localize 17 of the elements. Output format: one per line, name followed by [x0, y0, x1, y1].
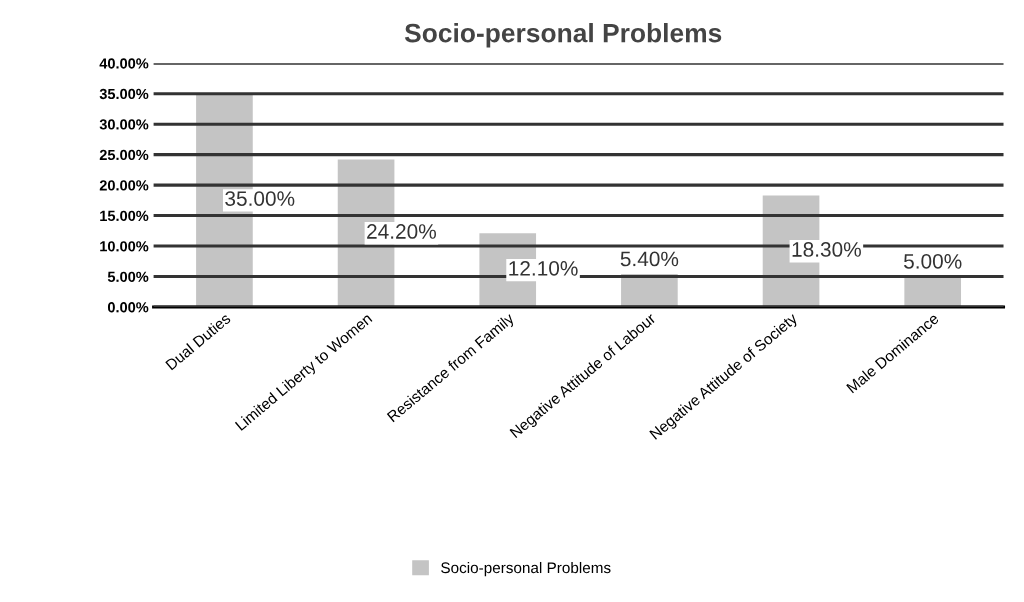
data-label: 18.30%	[792, 242, 861, 257]
legend-label: Socio-personal Problems	[441, 561, 611, 577]
data-label: 35.00%	[225, 191, 295, 206]
y-tick-label: 40.00%	[99, 58, 149, 69]
y-tick-label: 10.00%	[100, 241, 149, 252]
y-tick-label: 5.00%	[107, 271, 149, 282]
y-tick-label: 0.00%	[107, 302, 149, 313]
y-tick-label: 30.00%	[99, 119, 149, 130]
y-tick-label: 25.00%	[99, 149, 149, 161]
data-label: 12.10%	[509, 260, 578, 276]
y-tick-label: 15.00%	[100, 210, 149, 222]
data-label: 5.40%	[620, 251, 679, 267]
y-tick-label: 35.00%	[99, 88, 149, 100]
y-tick-label: 20.00%	[99, 180, 149, 191]
data-label: 5.00%	[903, 253, 962, 269]
data-label: 24.20%	[367, 224, 436, 239]
chart-title: Socio-personal Problems	[404, 23, 722, 48]
